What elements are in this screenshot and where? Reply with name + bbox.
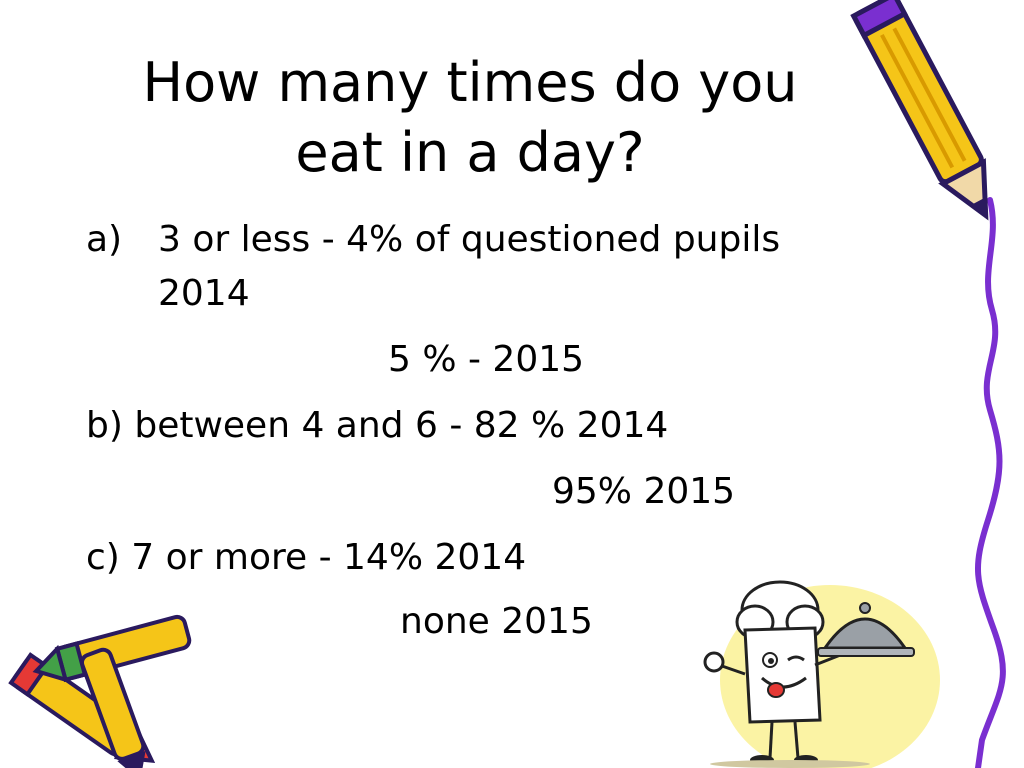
item-a-marker: a) xyxy=(86,219,123,260)
title-line-2: eat in a day? xyxy=(295,121,645,184)
chef-with-cloche-icon xyxy=(703,580,940,768)
title-line-1: How many times do you xyxy=(142,51,798,114)
item-a-line-2: 2014 xyxy=(158,273,250,314)
pencil-icon xyxy=(850,0,989,221)
item-a-line-1: 3 or less - 4% of questioned pupils xyxy=(158,219,781,260)
wavy-line-decoration xyxy=(975,197,1006,768)
item-a-line-3: 5 % - 2015 xyxy=(388,339,585,380)
item-c-line-1: c) 7 or more - 14% 2014 xyxy=(86,537,527,578)
item-b-line-1: b) between 4 and 6 - 82 % 2014 xyxy=(86,405,669,446)
item-b-line-2: 95% 2015 xyxy=(552,471,736,512)
crayons-icon xyxy=(8,614,192,768)
slide-title: How many times do you eat in a day? xyxy=(60,48,880,188)
item-c-line-2: none 2015 xyxy=(400,601,593,642)
